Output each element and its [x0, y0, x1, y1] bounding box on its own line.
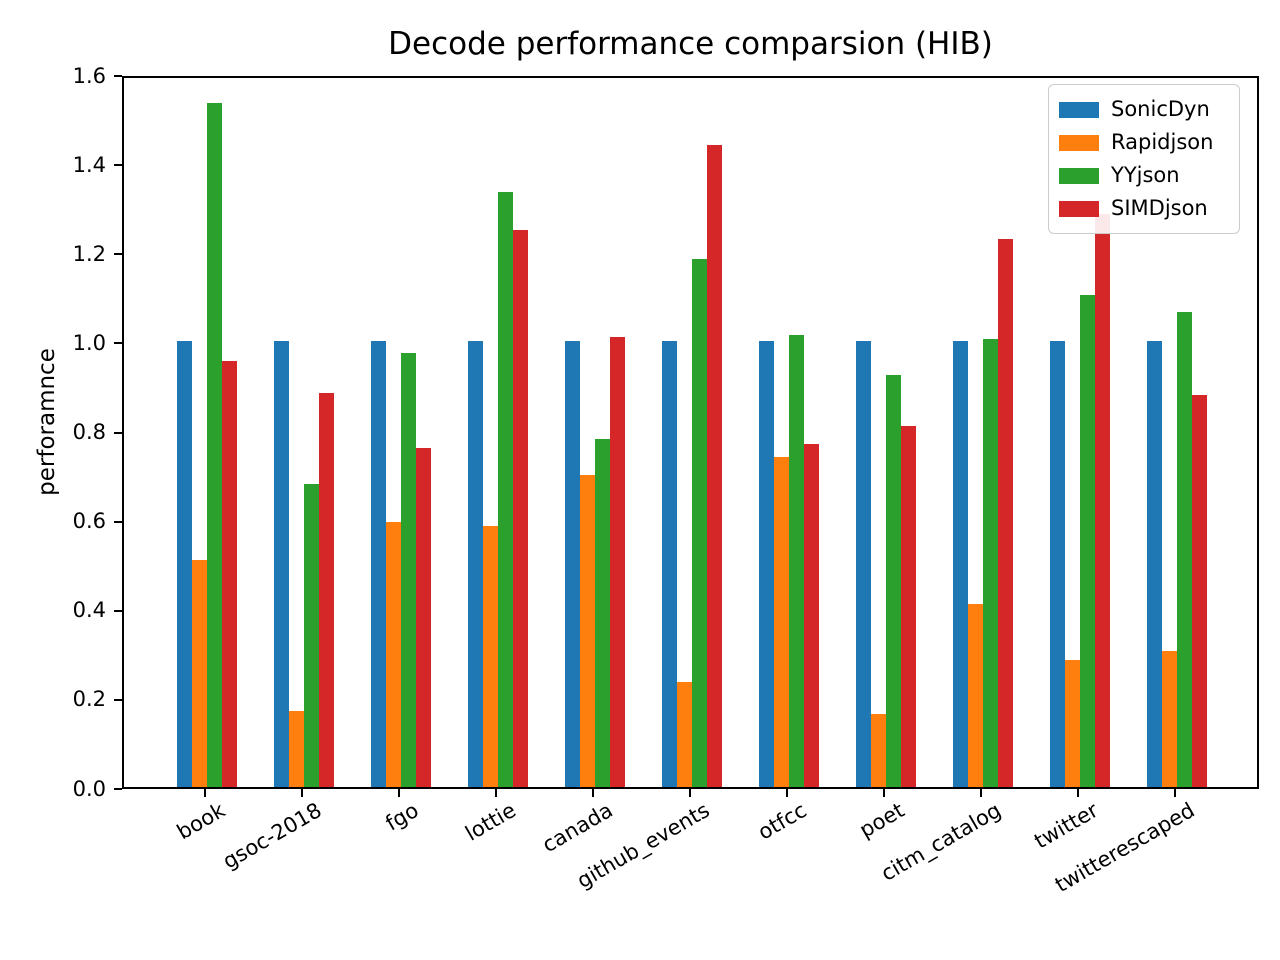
bar-simdjson-fgo: [416, 448, 431, 787]
bar-yyjson-otfcc: [789, 334, 804, 787]
bar-sonicdyn-github_events: [662, 341, 677, 787]
y-tick-label: 0.4: [72, 598, 106, 623]
legend-label: SonicDyn: [1111, 97, 1210, 121]
y-tick-label: 0.2: [72, 687, 106, 712]
bar-simdjson-github_events: [707, 145, 722, 787]
y-tick-mark: [114, 609, 122, 612]
x-tick-mark: [301, 789, 303, 797]
bar-sonicdyn-citm_catalog: [953, 341, 968, 787]
bar-simdjson-book: [222, 361, 237, 787]
bar-sonicdyn-lottie: [468, 341, 483, 787]
legend-item-rapidjson: Rapidjson: [1059, 126, 1229, 159]
bar-yyjson-poet: [886, 374, 901, 787]
legend-swatch-icon: [1059, 167, 1099, 184]
x-tick-label-fgo: fgo: [381, 798, 423, 836]
bar-simdjson-otfcc: [804, 443, 819, 787]
bar-yyjson-citm_catalog: [983, 339, 998, 787]
bar-simdjson-twitterescaped: [1192, 394, 1207, 787]
y-tick-label: 1.2: [72, 241, 106, 266]
bar-rapidjson-github_events: [677, 682, 692, 787]
bar-yyjson-canada: [595, 439, 610, 787]
y-tick-mark: [114, 75, 122, 77]
y-tick-mark: [114, 342, 122, 345]
bar-rapidjson-otfcc: [774, 457, 789, 787]
chart-title: Decode performance comparsion (HIB): [388, 26, 993, 62]
y-tick-label: 0.6: [72, 509, 106, 534]
bar-sonicdyn-canada: [565, 341, 580, 787]
y-tick-mark: [114, 164, 122, 167]
x-tick-label-gsoc-2018: gsoc-2018: [219, 798, 326, 874]
legend-item-sonicdyn: SonicDyn: [1059, 93, 1229, 126]
y-tick-mark: [114, 431, 122, 434]
bar-simdjson-gsoc-2018: [319, 392, 334, 787]
x-tick-mark: [398, 789, 400, 797]
bar-rapidjson-twitterescaped: [1162, 651, 1177, 787]
x-tick-mark: [1174, 789, 1176, 797]
y-tick-mark: [114, 520, 122, 523]
bar-yyjson-lottie: [498, 192, 513, 787]
x-tick-mark: [980, 789, 982, 797]
y-tick-mark: [114, 253, 122, 256]
bar-simdjson-twitter: [1095, 214, 1110, 787]
legend-label: SIMDjson: [1111, 196, 1208, 220]
bar-rapidjson-lottie: [483, 526, 498, 787]
bar-yyjson-twitter: [1080, 294, 1095, 787]
bar-sonicdyn-gsoc-2018: [274, 341, 289, 787]
bar-yyjson-gsoc-2018: [304, 484, 319, 787]
bar-simdjson-canada: [610, 336, 625, 787]
bar-simdjson-lottie: [513, 230, 528, 787]
legend-item-simdjson: SIMDjson: [1059, 192, 1229, 225]
y-tick-label: 0.0: [72, 776, 106, 801]
legend-item-yyjson: YYjson: [1059, 159, 1229, 192]
legend-swatch-icon: [1059, 134, 1099, 151]
legend-swatch-icon: [1059, 101, 1099, 118]
bar-yyjson-fgo: [401, 352, 416, 787]
y-tick-label: 1.6: [72, 63, 106, 88]
x-tick-mark: [1077, 789, 1079, 797]
bar-rapidjson-twitter: [1065, 660, 1080, 787]
legend-swatch-icon: [1059, 200, 1099, 217]
x-tick-label-book: book: [172, 798, 229, 845]
x-tick-mark: [786, 789, 788, 797]
bar-sonicdyn-otfcc: [759, 341, 774, 787]
y-tick-label: 1.4: [72, 152, 106, 177]
bar-yyjson-book: [207, 103, 222, 787]
bar-rapidjson-fgo: [386, 521, 401, 787]
bar-sonicdyn-poet: [856, 341, 871, 787]
bar-rapidjson-gsoc-2018: [289, 711, 304, 787]
bar-simdjson-poet: [901, 426, 916, 787]
legend: SonicDyn Rapidjson YYjson SIMDjson: [1048, 84, 1240, 234]
y-tick-label: 1.0: [72, 330, 106, 355]
bar-rapidjson-canada: [580, 475, 595, 787]
x-tick-label-otfcc: otfcc: [754, 798, 811, 845]
bar-yyjson-github_events: [692, 258, 707, 787]
y-tick-mark: [114, 788, 122, 790]
bar-sonicdyn-fgo: [371, 341, 386, 787]
x-tick-mark: [883, 789, 885, 797]
bar-rapidjson-book: [192, 559, 207, 787]
x-tick-label-canada: canada: [538, 798, 617, 858]
x-tick-mark: [689, 789, 691, 797]
bar-sonicdyn-book: [177, 341, 192, 787]
bar-yyjson-twitterescaped: [1177, 312, 1192, 787]
plot-area: [122, 76, 1259, 789]
x-tick-label-poet: poet: [854, 798, 908, 843]
x-tick-label-lottie: lottie: [461, 798, 520, 846]
bar-sonicdyn-twitter: [1050, 341, 1065, 787]
y-tick-label: 0.8: [72, 420, 106, 444]
bar-rapidjson-poet: [871, 713, 886, 787]
x-tick-mark: [495, 789, 497, 797]
x-tick-mark: [592, 789, 594, 797]
legend-label: YYjson: [1111, 163, 1180, 187]
y-tick-mark: [114, 698, 122, 701]
legend-label: Rapidjson: [1111, 130, 1214, 154]
x-tick-mark: [204, 789, 206, 797]
bar-simdjson-citm_catalog: [998, 238, 1013, 787]
bar-sonicdyn-twitterescaped: [1147, 341, 1162, 787]
x-tick-label-twitter: twitter: [1030, 798, 1102, 854]
bar-rapidjson-citm_catalog: [968, 604, 983, 787]
